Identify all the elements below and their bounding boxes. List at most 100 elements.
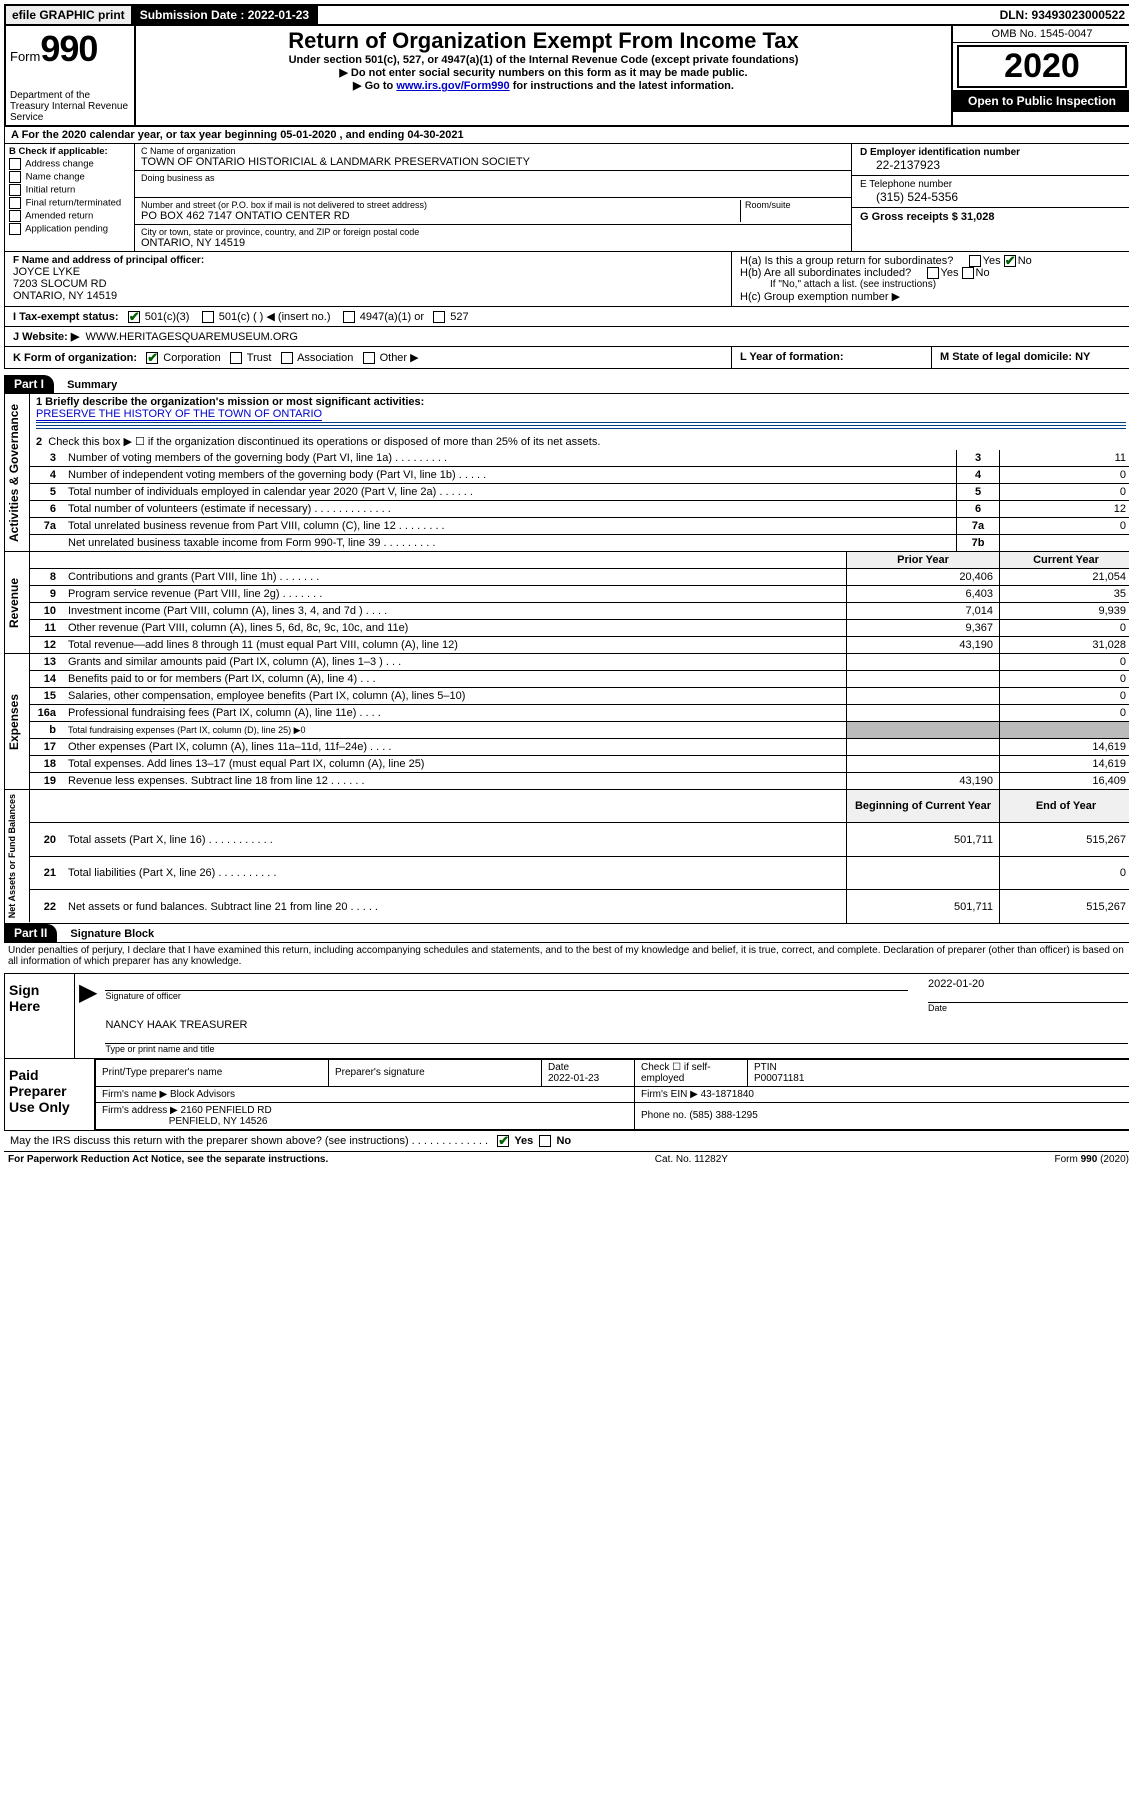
discuss-no[interactable] [539, 1135, 551, 1147]
g-gross-receipts: G Gross receipts $ 31,028 [860, 211, 1124, 223]
subtitle-2: ▶ Do not enter social security numbers o… [140, 66, 947, 79]
chk-association[interactable] [281, 352, 293, 364]
org-name: TOWN OF ONTARIO HISTORICIAL & LANDMARK P… [141, 156, 845, 168]
vlabel-net-assets: Net Assets or Fund Balances [5, 790, 30, 922]
expenses-table: 13Grants and similar amounts paid (Part … [30, 654, 1129, 789]
sig-date: 2022-01-20 [928, 978, 1128, 990]
vlabel-expenses: Expenses [5, 654, 30, 789]
c-label: C Name of organization [141, 146, 845, 156]
chk-address-change[interactable]: Address change [9, 158, 130, 170]
line-k: K Form of organization: Corporation Trus… [4, 347, 1129, 369]
city-label: City or town, state or province, country… [141, 227, 845, 237]
dln: DLN: 93493023000522 [994, 6, 1129, 24]
paperwork-notice: For Paperwork Reduction Act Notice, see … [8, 1154, 328, 1165]
line-i-tax-status: I Tax-exempt status: 501(c)(3) 501(c) ( … [4, 307, 1129, 327]
l-year-formation: L Year of formation: [732, 347, 932, 368]
chk-501c[interactable] [202, 311, 214, 323]
firm-phone: Phone no. (585) 388-1295 [635, 1102, 1129, 1129]
dba-label: Doing business as [141, 173, 845, 183]
sign-arrow-icon: ▶ [79, 978, 105, 1054]
part-ii-header: Part II [4, 924, 57, 942]
line-2: Check this box ▶ ☐ if the organization d… [48, 436, 600, 448]
row-a-tax-year: A For the 2020 calendar year, or tax yea… [4, 127, 1129, 144]
submission-date: Submission Date : 2022-01-23 [132, 6, 318, 24]
subtitle-1: Under section 501(c), 527, or 4947(a)(1)… [140, 54, 947, 66]
sign-here-label: Sign Here [5, 974, 75, 1058]
officer-name-title: NANCY HAAK TREASURER [105, 1019, 1128, 1031]
part-i-title: Summary [57, 379, 117, 391]
form-header: Form990 Department of the Treasury Inter… [4, 26, 1129, 127]
room-suite-label: Room/suite [740, 200, 845, 222]
firm-ein: Firm's EIN ▶ 43-1871840 [635, 1086, 1129, 1102]
b-label: B Check if applicable: [9, 146, 130, 157]
firm-name: Firm's name ▶ Block Advisors [96, 1086, 635, 1102]
hb-subordinates: H(b) Are all subordinates included? Yes … [740, 267, 1124, 279]
efile-button[interactable]: efile GRAPHIC print [6, 6, 132, 24]
paid-preparer-section: Paid Preparer Use Only Print/Type prepar… [4, 1059, 1129, 1131]
ha-group-return: H(a) Is this a group return for subordin… [740, 255, 1124, 267]
chk-501c3[interactable] [128, 311, 140, 323]
firm-address: Firm's address ▶ 2160 PENFIELD RD PENFIE… [96, 1102, 635, 1129]
prep-name-label: Print/Type preparer's name [96, 1059, 329, 1086]
signature-line: Signature of officer [105, 990, 908, 1013]
mission-text: PRESERVE THE HISTORY OF THE TOWN OF ONTA… [36, 408, 322, 421]
perjury-declaration: Under penalties of perjury, I declare th… [4, 942, 1129, 969]
f-label: F Name and address of principal officer: [13, 255, 723, 266]
self-employed-check[interactable]: Check ☐ if self-employed [635, 1059, 748, 1086]
form-title: Return of Organization Exempt From Incom… [140, 28, 947, 54]
chk-final-return[interactable]: Final return/terminated [9, 197, 130, 209]
part-ii-title: Signature Block [60, 928, 154, 940]
subtitle-3: ▶ Go to www.irs.gov/Form990 for instruct… [140, 79, 947, 92]
form-number: Form990 [10, 28, 130, 70]
hb-note: If "No," attach a list. (see instruction… [740, 279, 1124, 290]
net-assets-table: Beginning of Current YearEnd of Year20To… [30, 790, 1129, 922]
governance-table: 3Number of voting members of the governi… [30, 450, 1129, 551]
chk-application-pending[interactable]: Application pending [9, 223, 130, 235]
paid-preparer-label: Paid Preparer Use Only [5, 1059, 95, 1130]
street-address: PO BOX 462 7147 ONTATIO CENTER RD [141, 210, 740, 222]
chk-other[interactable] [363, 352, 375, 364]
part-i-header: Part I [4, 375, 54, 393]
discuss-yes[interactable] [497, 1135, 509, 1147]
chk-amended[interactable]: Amended return [9, 210, 130, 222]
vlabel-revenue: Revenue [5, 552, 30, 653]
open-to-public: Open to Public Inspection [953, 90, 1129, 112]
officer-addr1: 7203 SLOCUM RD [13, 278, 723, 290]
chk-corporation[interactable] [146, 352, 158, 364]
tax-year: 2020 [957, 45, 1127, 88]
chk-trust[interactable] [230, 352, 242, 364]
form-footer: Form 990 (2020) [1055, 1154, 1129, 1165]
hc-group-exemption: H(c) Group exemption number ▶ [740, 290, 1124, 303]
dept-treasury: Department of the Treasury Internal Reve… [10, 90, 130, 123]
ein: 22-2137923 [860, 158, 1124, 172]
section-b: B Check if applicable: Address change Na… [4, 144, 1129, 252]
chk-initial-return[interactable]: Initial return [9, 184, 130, 196]
date-label: Date [928, 1002, 1128, 1013]
line-j-website: J Website: ▶ WWW.HERITAGESQUAREMUSEUM.OR… [4, 327, 1129, 347]
sign-here-section: Sign Here ▶ Signature of officer 2022-01… [4, 973, 1129, 1059]
city-state-zip: ONTARIO, NY 14519 [141, 237, 845, 249]
cat-no: Cat. No. 11282Y [655, 1154, 728, 1165]
phone: (315) 524-5356 [860, 190, 1124, 204]
officer-addr2: ONTARIO, NY 14519 [13, 290, 723, 302]
chk-4947[interactable] [343, 311, 355, 323]
e-phone-label: E Telephone number [860, 179, 1124, 190]
m-state-domicile: M State of legal domicile: NY [932, 347, 1129, 368]
line-1-label: 1 Briefly describe the organization's mi… [36, 396, 424, 408]
revenue-table: Prior YearCurrent Year8Contributions and… [30, 552, 1129, 653]
chk-name-change[interactable]: Name change [9, 171, 130, 183]
chk-527[interactable] [433, 311, 445, 323]
top-bar: efile GRAPHIC print Submission Date : 20… [4, 4, 1129, 26]
irs-link[interactable]: www.irs.gov/Form990 [396, 80, 509, 92]
vlabel-governance: Activities & Governance [5, 394, 30, 551]
d-ein-label: D Employer identification number [860, 147, 1124, 158]
prep-date: Date2022-01-23 [542, 1059, 635, 1086]
discuss-with-preparer: May the IRS discuss this return with the… [4, 1131, 1129, 1151]
prep-sig-label: Preparer's signature [329, 1059, 542, 1086]
omb-number: OMB No. 1545-0047 [953, 26, 1129, 43]
addr-label: Number and street (or P.O. box if mail i… [141, 200, 740, 210]
page-footer: For Paperwork Reduction Act Notice, see … [4, 1151, 1129, 1167]
ptin: PTINP00071181 [748, 1059, 1129, 1086]
section-f-h: F Name and address of principal officer:… [4, 252, 1129, 307]
officer-name: JOYCE LYKE [13, 266, 723, 278]
